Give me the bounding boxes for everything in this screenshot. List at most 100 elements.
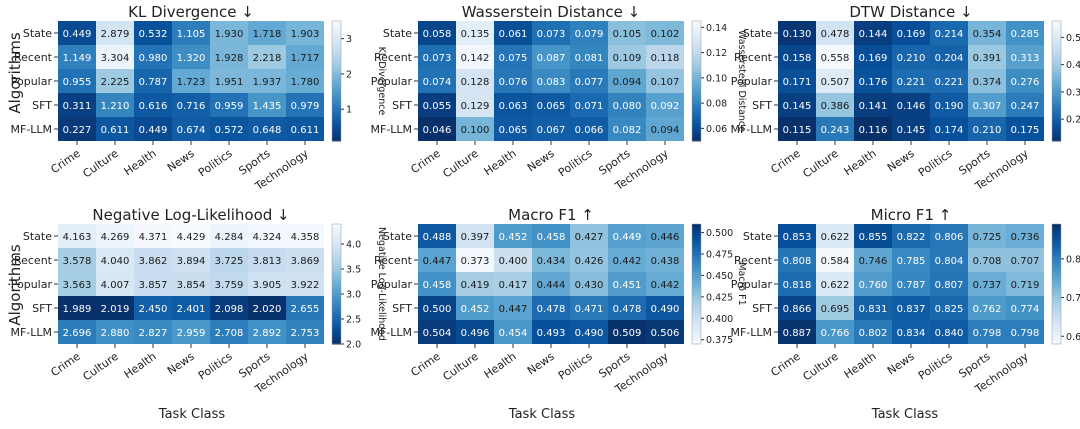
colorbar-segment	[332, 72, 341, 76]
colorbar-segment	[692, 48, 701, 52]
heatmap-cell	[456, 296, 494, 320]
cell-value-label: 0.488	[423, 232, 452, 243]
cell-value-label: 2.020	[253, 304, 282, 315]
colorbar-segment	[692, 269, 701, 273]
colorbar-segment	[692, 311, 701, 315]
row-label: MF-LLM	[370, 326, 412, 339]
heatmap-panel: KL Divergence ↓ 0.449 2.879 0.532 1.105 1.930…	[10, 3, 387, 193]
colorbar-segment	[1052, 42, 1061, 46]
colorbar-segment	[692, 260, 701, 264]
colorbar-segment	[1052, 338, 1061, 342]
colorbar-segment	[1052, 120, 1061, 124]
heatmap-cell	[608, 248, 646, 272]
col-label: Health	[122, 147, 159, 178]
colorbar-segment	[692, 21, 701, 25]
heatmap-cell	[778, 224, 816, 248]
colorbar-segment	[1052, 57, 1061, 61]
heatmap-cell	[134, 45, 172, 69]
cell-value-label: 1.717	[291, 53, 320, 64]
row-label: MF-LLM	[730, 326, 772, 339]
colorbar-segment	[692, 278, 701, 282]
heatmap-cell	[968, 272, 1006, 296]
colorbar-tick-label: 0.12	[706, 48, 727, 59]
cell-value-label: 0.142	[461, 53, 490, 64]
heatmap-cell	[968, 296, 1006, 320]
colorbar-label: KL Divergence	[376, 47, 387, 116]
col-label: Culture	[800, 350, 840, 384]
heatmap-cell	[58, 272, 96, 296]
heatmap-cell	[646, 45, 684, 69]
col-label: Health	[482, 147, 519, 178]
heatmap-cell	[892, 45, 930, 69]
cell-value-label: 0.611	[291, 125, 320, 136]
cell-value-label: 0.762	[973, 304, 1002, 315]
heatmap-cell	[210, 224, 248, 248]
colorbar-tick-label: 2.0	[346, 340, 361, 351]
colorbar-segment	[692, 281, 701, 285]
cell-value-label: 0.804	[935, 256, 964, 267]
heatmap-cell	[854, 272, 892, 296]
colorbar-segment	[692, 230, 701, 234]
colorbar-segment	[1052, 78, 1061, 82]
heatmap-cell	[778, 296, 816, 320]
colorbar-segment	[332, 317, 341, 321]
cell-value-label: 0.438	[651, 256, 680, 267]
colorbar-segment	[332, 284, 341, 288]
cell-value-label: 0.075	[499, 53, 528, 64]
colorbar-segment	[692, 257, 701, 261]
cell-value-label: 0.065	[499, 125, 528, 136]
heatmap-cell	[248, 296, 286, 320]
heatmap-cell	[96, 248, 134, 272]
cell-value-label: 4.007	[101, 280, 130, 291]
cell-value-label: 3.563	[63, 280, 92, 291]
heatmap-cell	[456, 69, 494, 93]
heatmap-cell	[968, 320, 1006, 344]
heatmap-cell	[854, 248, 892, 272]
heatmap-cell	[968, 21, 1006, 45]
colorbar-segment	[1052, 87, 1061, 91]
colorbar-segment	[692, 111, 701, 115]
heatmap-cell	[134, 21, 172, 45]
heatmap-cell	[248, 320, 286, 344]
colorbar-segment	[1052, 287, 1061, 291]
cell-value-label: 3.725	[215, 256, 244, 267]
col-label: Culture	[800, 147, 840, 181]
colorbar-tick-label: 0.6	[1066, 332, 1080, 343]
heatmap-cell	[418, 248, 456, 272]
heatmap-cell	[418, 69, 456, 93]
heatmap-cell	[210, 21, 248, 45]
col-label: News	[525, 147, 557, 175]
cell-value-label: 0.840	[935, 328, 964, 339]
col-label: Culture	[80, 147, 120, 181]
cell-value-label: 2.450	[139, 304, 168, 315]
cell-value-label: 0.146	[897, 101, 926, 112]
heatmap-cell	[58, 248, 96, 272]
heatmap-cell	[608, 21, 646, 45]
row-label: MF-LLM	[10, 326, 52, 339]
heatmap-cell	[134, 272, 172, 296]
col-label: Culture	[440, 147, 480, 181]
col-label: News	[165, 147, 197, 175]
colorbar-segment	[332, 81, 341, 85]
colorbar-segment	[332, 57, 341, 61]
col-label: News	[165, 350, 197, 378]
row-label: Popular	[11, 278, 53, 291]
heatmap-panel: Micro F1 ↑ 0.853 0.622 0.855 0.822 0.806 0.725…	[730, 206, 1080, 396]
colorbar-segment	[332, 326, 341, 330]
cell-value-label: 0.135	[461, 29, 490, 40]
colorbar-segment	[692, 254, 701, 258]
cell-value-label: 0.374	[973, 77, 1002, 88]
cell-value-label: 0.451	[613, 280, 642, 291]
heatmap-cell	[968, 45, 1006, 69]
colorbar-segment	[332, 42, 341, 46]
cell-value-label: 0.129	[461, 101, 490, 112]
colorbar-segment	[332, 275, 341, 279]
heatmap-cell	[1006, 320, 1044, 344]
cell-value-label: 0.866	[783, 304, 812, 315]
cell-value-label: 0.449	[139, 125, 168, 136]
colorbar-segment	[692, 341, 701, 345]
row-label: Recent	[374, 51, 413, 64]
colorbar-segment	[692, 60, 701, 64]
cell-value-label: 1.320	[177, 53, 206, 64]
